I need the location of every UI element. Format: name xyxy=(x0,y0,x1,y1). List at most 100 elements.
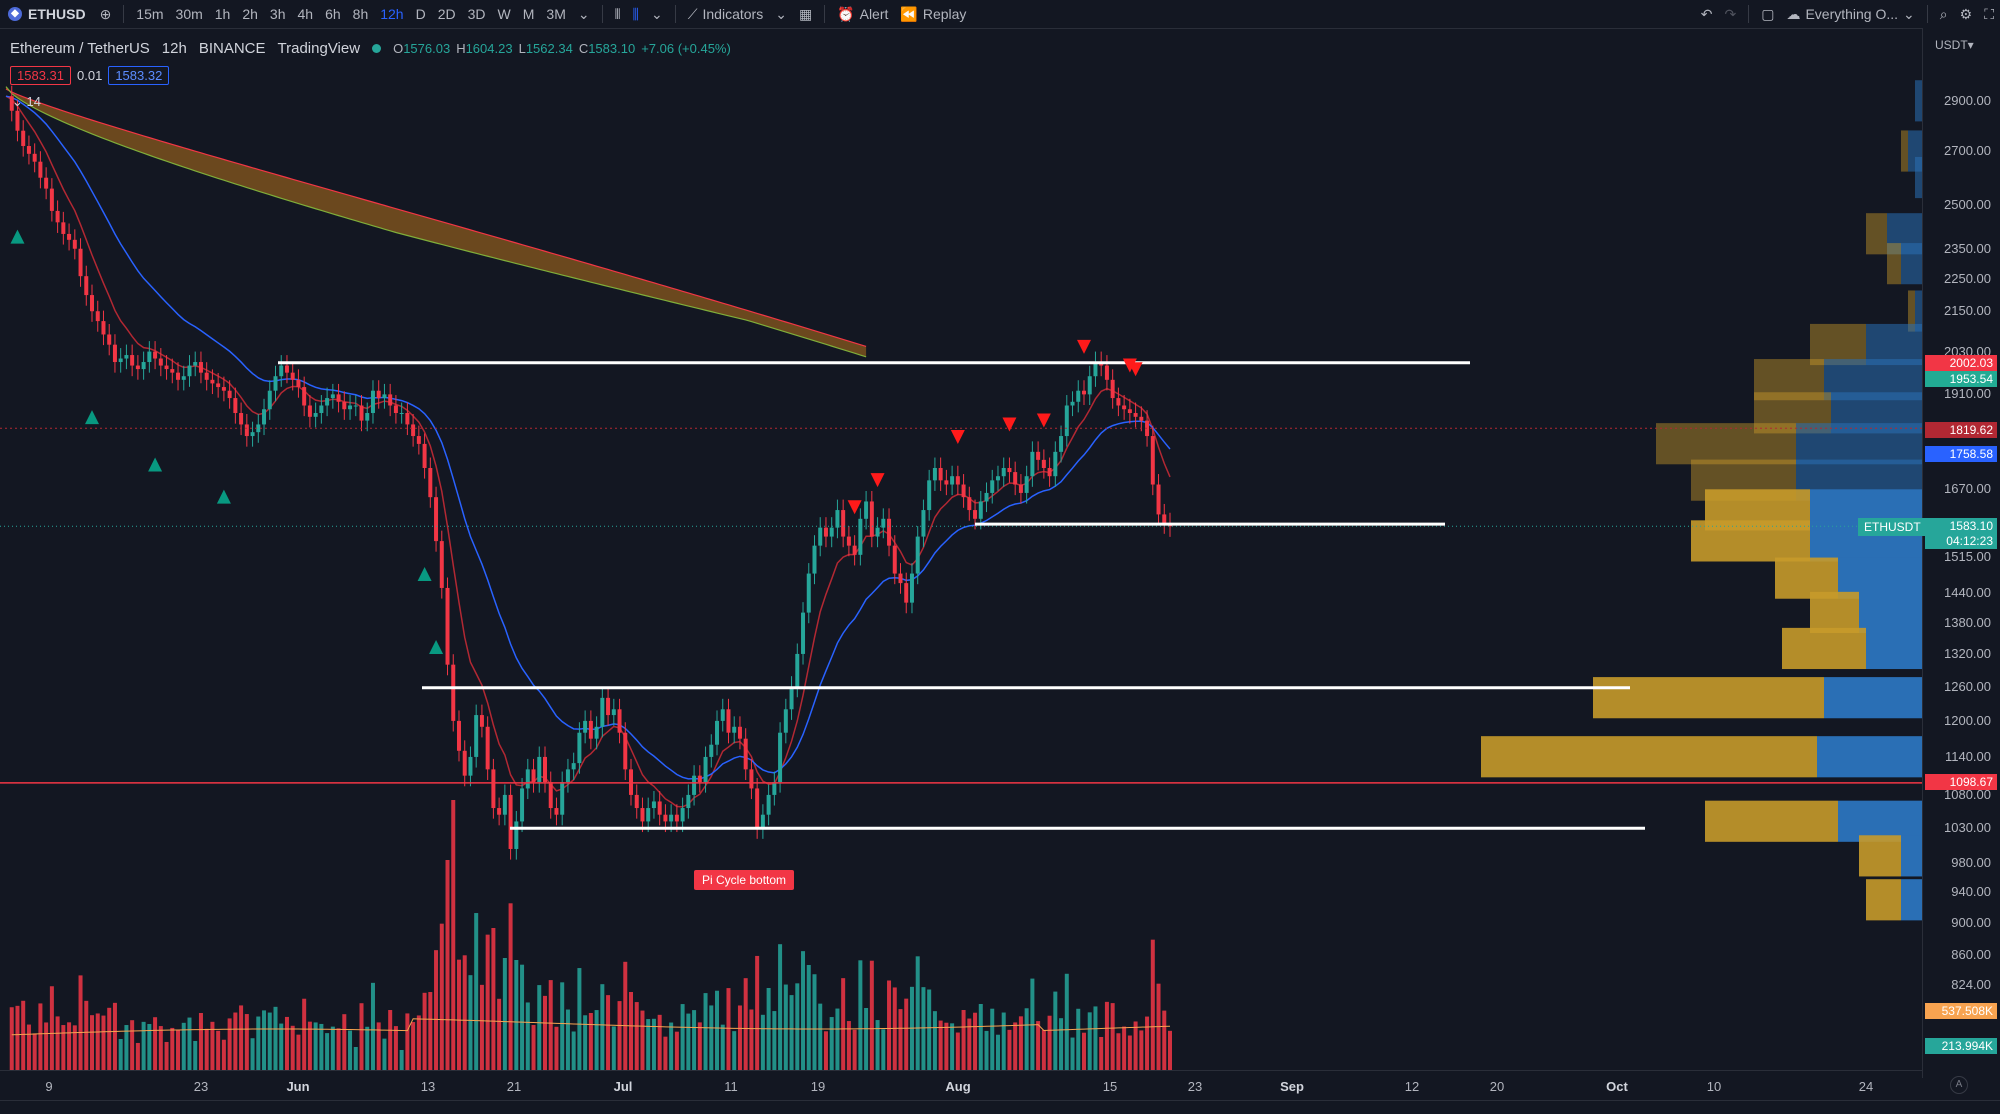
candle[interactable] xyxy=(502,784,507,826)
candle[interactable] xyxy=(284,355,289,384)
candle[interactable] xyxy=(898,563,903,594)
candle[interactable] xyxy=(1018,474,1023,504)
candle[interactable] xyxy=(950,465,955,496)
candle[interactable] xyxy=(646,797,651,833)
candle[interactable] xyxy=(818,517,823,557)
candle[interactable] xyxy=(267,380,272,420)
candle[interactable] xyxy=(1047,457,1052,487)
candle[interactable] xyxy=(732,716,737,744)
candle[interactable] xyxy=(216,372,221,398)
candle[interactable] xyxy=(852,535,857,566)
candle[interactable] xyxy=(382,383,387,409)
candle[interactable] xyxy=(32,143,37,173)
candle[interactable] xyxy=(474,704,479,768)
interval-12h[interactable]: 12h xyxy=(380,6,404,22)
candle[interactable] xyxy=(577,722,582,774)
interval-1h[interactable]: 1h xyxy=(214,6,231,22)
collapse-chevron-icon[interactable]: ⌄ xyxy=(12,94,23,109)
candle[interactable] xyxy=(984,482,989,513)
candle[interactable] xyxy=(823,517,828,548)
candle[interactable] xyxy=(778,722,783,793)
candle[interactable] xyxy=(537,746,542,793)
candle[interactable] xyxy=(49,178,54,222)
candle[interactable] xyxy=(715,710,720,756)
candle[interactable] xyxy=(1053,441,1058,487)
candle[interactable] xyxy=(789,676,794,720)
candle[interactable] xyxy=(210,369,215,395)
candle[interactable] xyxy=(938,457,943,491)
candle[interactable] xyxy=(520,777,525,833)
candle[interactable] xyxy=(250,421,255,447)
candle[interactable] xyxy=(611,698,616,726)
candle[interactable] xyxy=(514,810,519,860)
candle[interactable] xyxy=(456,710,461,762)
candle[interactable] xyxy=(21,120,26,157)
interval-M[interactable]: M xyxy=(522,6,535,22)
candle[interactable] xyxy=(451,654,456,732)
interval-4h[interactable]: 4h xyxy=(297,6,314,22)
candle[interactable] xyxy=(439,530,444,599)
candle[interactable] xyxy=(617,698,622,744)
indicators-button[interactable]: ⟋ Indicators xyxy=(682,6,770,23)
candle[interactable] xyxy=(651,790,656,819)
candle[interactable] xyxy=(565,758,570,793)
candle[interactable] xyxy=(594,716,599,750)
candle[interactable] xyxy=(130,344,135,377)
search-icon[interactable]: ⌕ xyxy=(1939,5,1948,22)
candle[interactable] xyxy=(680,797,685,833)
candle[interactable] xyxy=(405,402,410,436)
candle[interactable] xyxy=(1013,461,1018,496)
candle[interactable] xyxy=(307,395,312,428)
candle[interactable] xyxy=(783,698,788,744)
candle[interactable] xyxy=(279,355,284,387)
candle[interactable] xyxy=(365,402,370,432)
candle[interactable] xyxy=(737,716,742,750)
candle[interactable] xyxy=(101,310,106,346)
candle[interactable] xyxy=(434,486,439,552)
symbol-title[interactable]: Ethereum / TetherUS xyxy=(10,40,150,57)
candle[interactable] xyxy=(772,771,777,806)
candle[interactable] xyxy=(399,402,404,424)
interval-dropdown-chevron-icon[interactable]: ⌄ xyxy=(577,5,590,22)
candle[interactable] xyxy=(296,369,301,398)
candle[interactable] xyxy=(313,402,318,428)
candle[interactable] xyxy=(153,341,158,370)
candle[interactable] xyxy=(525,758,530,800)
candle[interactable] xyxy=(697,765,702,793)
candle[interactable] xyxy=(78,238,83,287)
interval-2D[interactable]: 2D xyxy=(437,6,456,22)
chart-canvas[interactable] xyxy=(0,28,1922,1070)
candle[interactable] xyxy=(1070,391,1075,417)
undo-icon[interactable]: ↶ xyxy=(1700,5,1713,22)
interval-3h[interactable]: 3h xyxy=(269,6,286,22)
candle[interactable] xyxy=(1156,474,1161,526)
candle[interactable] xyxy=(72,229,77,260)
candle[interactable] xyxy=(606,687,611,726)
candle[interactable] xyxy=(388,383,393,417)
candle[interactable] xyxy=(812,535,817,585)
candle[interactable] xyxy=(703,746,708,793)
candle[interactable] xyxy=(325,387,330,417)
candle[interactable] xyxy=(38,151,43,189)
candle[interactable] xyxy=(244,413,249,447)
candle[interactable] xyxy=(95,300,100,332)
candle[interactable] xyxy=(468,746,473,787)
candle[interactable] xyxy=(686,784,691,819)
candle[interactable] xyxy=(302,376,307,417)
candle[interactable] xyxy=(1116,387,1121,417)
candle[interactable] xyxy=(1104,355,1109,391)
candle[interactable] xyxy=(1076,380,1081,413)
candle[interactable] xyxy=(204,362,209,391)
candle[interactable] xyxy=(147,341,152,373)
candle[interactable] xyxy=(370,380,375,424)
candle[interactable] xyxy=(422,433,427,479)
candle[interactable] xyxy=(921,499,926,548)
candle[interactable] xyxy=(967,486,972,521)
candle[interactable] xyxy=(531,758,536,793)
candle[interactable] xyxy=(1150,425,1155,496)
candle[interactable] xyxy=(1093,351,1098,387)
candle[interactable] xyxy=(932,457,937,491)
candle[interactable] xyxy=(90,284,95,322)
templates-icon[interactable]: ▦ xyxy=(798,5,813,22)
candle[interactable] xyxy=(445,577,450,676)
